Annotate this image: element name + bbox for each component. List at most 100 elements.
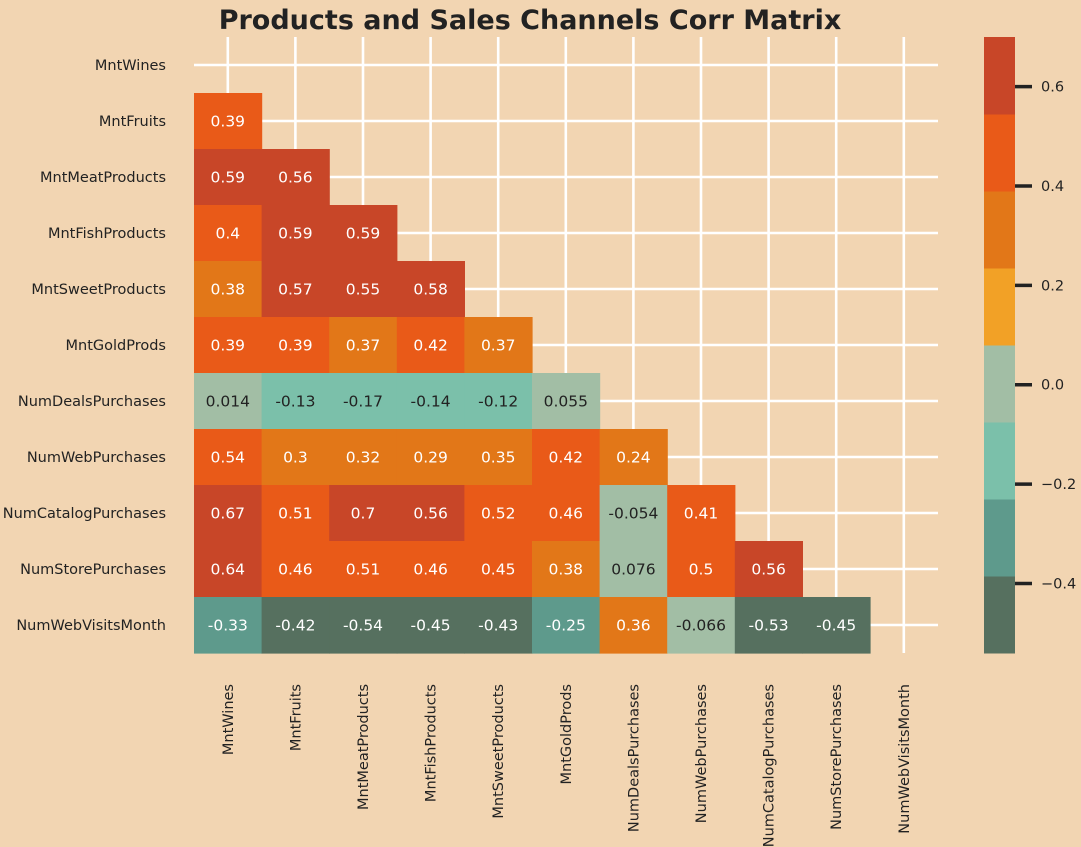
heatmap-cell [464,317,533,374]
y-tick-label: MntSweetProducts [31,282,166,298]
heatmap-cell [396,373,465,430]
y-tick-label: NumDealsPurchases [18,394,166,410]
heatmap-cell [734,541,803,598]
y-tick-label: NumStorePurchases [20,562,166,578]
heatmap-cell [464,373,533,430]
cell-value-label: 0.42 [413,337,448,355]
heatmap-cell [396,429,465,486]
heatmap-cell [329,317,398,374]
heatmap-cell [802,597,871,654]
heatmap-cell [261,317,330,374]
heatmap-cell [667,541,736,598]
cell-value-label: 0.076 [611,561,655,579]
heatmap-cell [194,485,263,542]
colorbar-segment [984,576,1015,654]
y-tick-label: NumWebVisitsMonth [16,618,166,634]
cell-value-label: 0.59 [211,169,246,187]
y-tick-label: MntFishProducts [48,226,166,242]
x-tick-label: MntMeatProducts [356,684,372,810]
x-tick-label: MntSweetProducts [491,684,507,819]
cell-value-label: 0.56 [413,505,448,523]
colorbar-tick-label: 0.0 [1041,378,1064,394]
cell-value-label: -0.54 [343,617,383,635]
cell-value-label: 0.57 [278,281,313,299]
heatmap-cell [194,149,263,206]
heatmap-cell [261,485,330,542]
heatmap-cell [261,429,330,486]
heatmap-cell [667,485,736,542]
cell-value-label: 0.5 [689,561,714,579]
cell-value-label: 0.39 [278,337,313,355]
colorbar-segment [984,422,1015,500]
cell-value-label: -0.53 [749,617,789,635]
heatmap-cell [329,541,398,598]
cell-value-label: 0.45 [481,561,516,579]
heatmap-cell [261,205,330,262]
heatmap-cell [532,373,601,430]
cell-value-label: 0.36 [616,617,651,635]
cell-value-label: 0.37 [481,337,516,355]
cell-value-label: -0.054 [608,505,658,523]
heatmap-cell [396,485,465,542]
cell-value-label: -0.43 [478,617,518,635]
heatmap-cell [329,485,398,542]
heatmap-cell [261,373,330,430]
x-tick-label: NumWebPurchases [694,684,710,823]
cell-value-label: 0.56 [278,169,313,187]
cell-value-label: 0.55 [346,281,381,299]
heatmap-cell [396,541,465,598]
heatmap-cell [464,429,533,486]
colorbar-tick-label: −0.2 [1041,477,1076,493]
heatmap-cell [599,541,668,598]
cell-value-label: -0.14 [411,393,451,411]
cell-value-label: -0.17 [343,393,383,411]
cell-value-label: -0.13 [275,393,315,411]
cell-value-label: 0.4 [215,225,240,243]
heatmap-cell [261,261,330,318]
heatmap-cell [329,429,398,486]
x-tick-label: MntFruits [288,684,304,751]
heatmap-cell [261,597,330,654]
heatmap-cell [396,317,465,374]
x-tick-label: NumDealsPurchases [626,684,642,832]
heatmap-cell [261,149,330,206]
cell-value-label: -0.45 [411,617,451,635]
colorbar-tick-label: −0.4 [1041,576,1076,592]
cell-value-label: 0.014 [206,393,250,411]
cell-value-label: 0.52 [481,505,516,523]
cell-value-label: 0.58 [413,281,448,299]
cell-value-label: 0.46 [413,561,448,579]
y-tick-label: MntWines [95,58,166,74]
heatmap-cell [532,429,601,486]
heatmap-cell [329,597,398,654]
cell-value-label: 0.38 [549,561,584,579]
cell-value-label: 0.38 [211,281,246,299]
cell-value-label: -0.066 [676,617,726,635]
heatmap-cell [532,485,601,542]
cell-value-label: 0.64 [211,561,246,579]
heatmap-cell [599,485,668,542]
heatmap-cell [261,541,330,598]
x-tick-label: NumCatalogPurchases [762,684,778,847]
colorbar-segment [984,114,1015,192]
heatmap-cell [396,597,465,654]
colorbar: −0.4 −0.2 0.0 0.2 0.4 0.6 [984,37,1076,654]
heatmap-cell [532,541,601,598]
cell-value-label: 0.39 [211,337,246,355]
cell-value-label: 0.37 [346,337,381,355]
y-tick-label: NumCatalogPurchases [3,506,166,522]
cell-value-label: 0.67 [211,505,246,523]
colorbar-tick-label: 0.6 [1041,80,1064,96]
y-tick-labels: MntWines MntFruits MntMeatProducts MntFishP… [3,58,166,634]
x-tick-label: NumWebVisitsMonth [897,684,913,834]
heatmap-cell [194,93,263,150]
cell-value-label: 0.32 [346,449,381,467]
heatmap-cells: 0.39 0.59 0.56 0.4 0.59 0.59 0.38 0.57 0.55 0.58 0… [194,93,871,654]
cell-value-label: 0.46 [278,561,313,579]
y-tick-label: MntFruits [99,114,166,130]
colorbar-tick-label: 0.4 [1041,179,1064,195]
cell-value-label: 0.56 [751,561,786,579]
heatmap-cell [194,373,263,430]
heatmap-cell [329,261,398,318]
